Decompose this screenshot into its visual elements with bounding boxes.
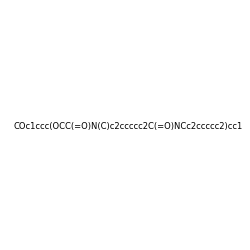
- Text: COc1ccc(OCC(=O)N(C)c2ccccc2C(=O)NCc2ccccc2)cc1: COc1ccc(OCC(=O)N(C)c2ccccc2C(=O)NCc2cccc…: [14, 122, 243, 131]
